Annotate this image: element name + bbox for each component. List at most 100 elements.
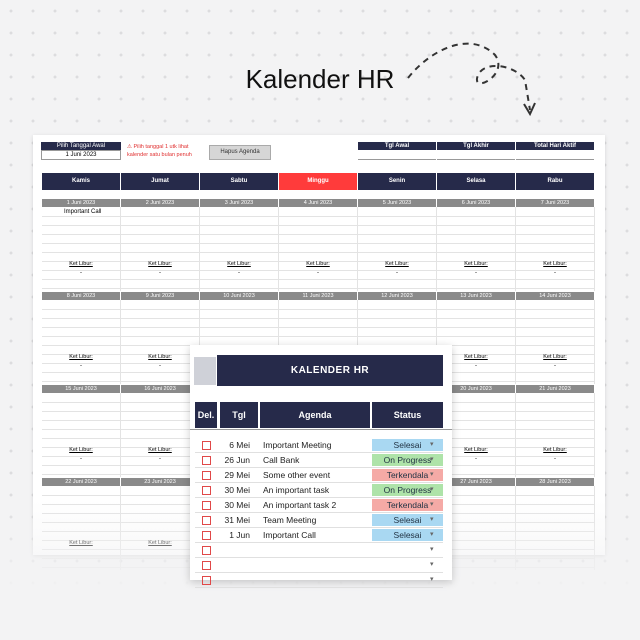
- grid-row: [279, 243, 357, 244]
- col-line: [357, 207, 358, 291]
- status[interactable]: On Progress: [372, 454, 443, 466]
- col-line: [515, 393, 516, 477]
- status[interactable]: Selesai: [372, 529, 443, 541]
- delete-checkbox[interactable]: [202, 456, 211, 465]
- holiday-label: Ket Libur:: [385, 261, 409, 267]
- col-line: [120, 393, 121, 477]
- grid-row: [279, 270, 357, 271]
- grid-row: [200, 279, 278, 280]
- date: 11 Juni 2023: [302, 293, 334, 299]
- grid-row: [42, 474, 120, 475]
- col-line: [199, 207, 200, 291]
- grid-row: [121, 327, 199, 328]
- grid-row: [437, 402, 515, 403]
- delete-checkbox[interactable]: [202, 546, 211, 555]
- summary-header: Tgl Akhir: [437, 142, 515, 150]
- holiday-value: -: [475, 363, 477, 369]
- grid-row: [437, 354, 515, 355]
- grid-row: [42, 336, 120, 337]
- date-bar: [200, 292, 278, 300]
- grid-row: [42, 420, 120, 421]
- agenda-date: 6 Mei: [229, 440, 250, 450]
- grid-row: [437, 336, 515, 337]
- grid-row: [121, 381, 199, 382]
- start-label: Pilih Tanggal Awal: [41, 142, 121, 150]
- delete-checkbox[interactable]: [202, 501, 211, 510]
- holiday-label: Ket Libur:: [543, 447, 567, 453]
- row-line: [195, 542, 443, 543]
- date-bar: [358, 292, 436, 300]
- date-bar: [42, 292, 120, 300]
- date-bar: [516, 199, 594, 207]
- holiday-label: Ket Libur:: [69, 447, 93, 453]
- header-rule: [190, 429, 452, 430]
- icon-box: [194, 357, 216, 385]
- grid-row: [42, 495, 120, 496]
- status[interactable]: On Progress: [372, 484, 443, 496]
- agenda-date: 26 Jun: [224, 455, 250, 465]
- grid-row: [121, 438, 199, 439]
- col-line: [436, 300, 437, 384]
- grid-row: [42, 456, 120, 457]
- holiday-label: Ket Libur:: [464, 261, 488, 267]
- day-header: Kamis: [42, 173, 120, 190]
- grid-row: [516, 309, 594, 310]
- grid-row: [279, 309, 357, 310]
- status[interactable]: Selesai: [372, 514, 443, 526]
- col-line: [357, 300, 358, 384]
- summary-cell: [358, 150, 436, 160]
- grid-row: [279, 252, 357, 253]
- date: 5 Juni 2023: [382, 200, 412, 206]
- col-line: [199, 300, 200, 384]
- day-header: Jumat: [121, 173, 199, 190]
- grid-row: [200, 243, 278, 244]
- grid-row: [437, 243, 515, 244]
- col-line: [594, 207, 595, 291]
- grid-row: [42, 216, 120, 217]
- delete-checkbox[interactable]: [202, 441, 211, 450]
- grid-row: [358, 261, 436, 262]
- holiday-label: Ket Libur:: [148, 261, 172, 267]
- agenda-event: An important task: [263, 485, 330, 495]
- grid-row: [42, 411, 120, 412]
- date-bar: [121, 478, 199, 486]
- grid-row: [437, 288, 515, 289]
- grid-row: [121, 243, 199, 244]
- date-bar: [121, 292, 199, 300]
- col-line: [120, 207, 121, 291]
- day-header: Selasa: [437, 173, 515, 190]
- delete-checkbox[interactable]: [202, 561, 211, 570]
- status[interactable]: Selesai: [372, 439, 443, 451]
- grid-row: [437, 372, 515, 373]
- delete-checkbox[interactable]: [202, 531, 211, 540]
- grid-row: [121, 411, 199, 412]
- row-line: [195, 512, 443, 513]
- date-bar: [516, 478, 594, 486]
- holiday-label: Ket Libur:: [69, 354, 93, 360]
- grid-row: [358, 234, 436, 235]
- status[interactable]: Terkendala: [372, 499, 443, 511]
- grid-row: [279, 288, 357, 289]
- delete-checkbox[interactable]: [202, 516, 211, 525]
- delete-checkbox[interactable]: [202, 576, 211, 585]
- grid-row: [42, 252, 120, 253]
- status[interactable]: Terkendala: [372, 469, 443, 481]
- grid-row: [516, 456, 594, 457]
- delete-checkbox[interactable]: [202, 471, 211, 480]
- grid-row: [121, 474, 199, 475]
- button[interactable]: Hapus Agenda: [209, 145, 271, 160]
- grid-row: [437, 420, 515, 421]
- agenda-event: Call Bank: [263, 455, 300, 465]
- delete-checkbox[interactable]: [202, 486, 211, 495]
- grid-row: [42, 438, 120, 439]
- col-line: [594, 300, 595, 384]
- holiday-value: -: [159, 456, 161, 462]
- date-bar: [42, 199, 120, 207]
- grid-row: [516, 402, 594, 403]
- holiday-label: Ket Libur:: [543, 261, 567, 267]
- grid-row: [516, 261, 594, 262]
- agenda-date: 29 Mei: [224, 470, 250, 480]
- holiday-value: -: [159, 363, 161, 369]
- grid-row: [437, 447, 515, 448]
